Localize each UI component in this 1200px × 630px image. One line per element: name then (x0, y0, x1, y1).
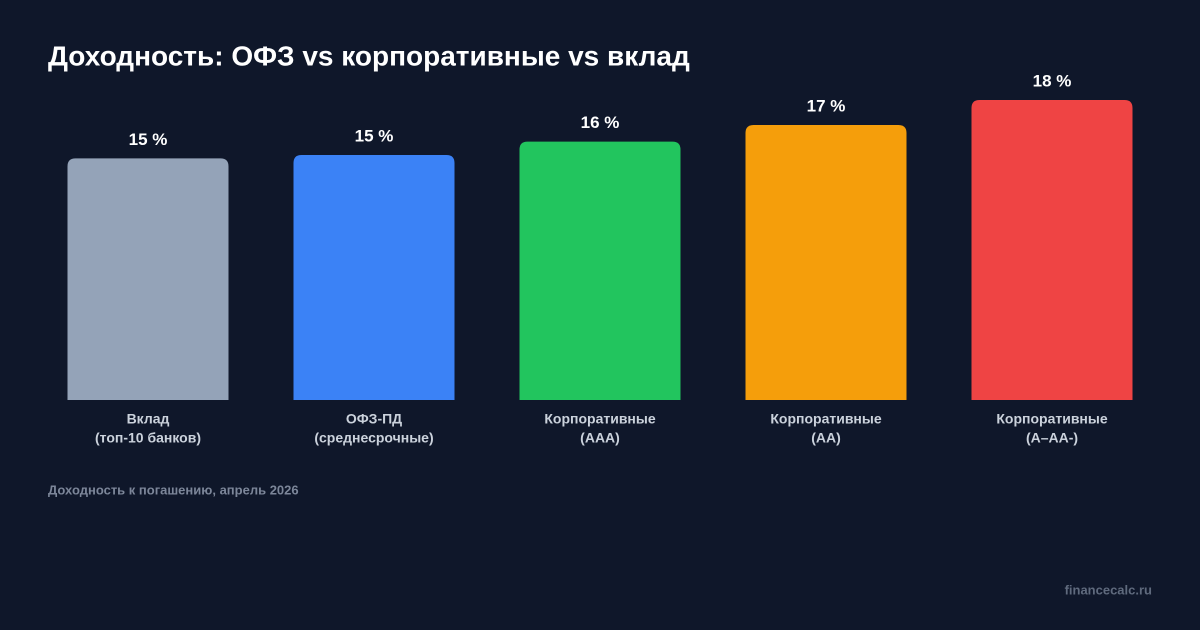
x-tick-label: (A–AA-) (1026, 430, 1078, 446)
value-label: 15 % (129, 130, 168, 149)
x-tick-label: (топ-10 банков) (95, 430, 201, 446)
bar (293, 155, 455, 400)
chart-title: Доходность: ОФЗ vs корпоративные vs вкла… (48, 40, 690, 71)
bar (971, 100, 1133, 400)
source: financecalc.ru (1065, 582, 1152, 597)
note: Доходность к погашению, апрель 2026 (48, 482, 299, 497)
x-tick-label: (AA) (811, 430, 841, 446)
value-label: 16 % (581, 113, 620, 132)
x-tick-label: ОФЗ-ПД (346, 411, 402, 427)
bar (67, 158, 229, 400)
value-label: 18 % (1033, 71, 1072, 90)
value-label: 15 % (355, 126, 394, 145)
x-tick-label: (среднесрочные) (314, 430, 433, 446)
x-tick-label: Корпоративные (996, 411, 1107, 427)
x-tick-label: Корпоративные (770, 411, 881, 427)
x-tick-label: (AAA) (580, 430, 620, 446)
bar (745, 125, 907, 400)
x-tick-label: Корпоративные (544, 411, 655, 427)
bar (519, 141, 681, 400)
x-tick-label: Вклад (127, 411, 170, 427)
value-label: 17 % (807, 96, 846, 115)
